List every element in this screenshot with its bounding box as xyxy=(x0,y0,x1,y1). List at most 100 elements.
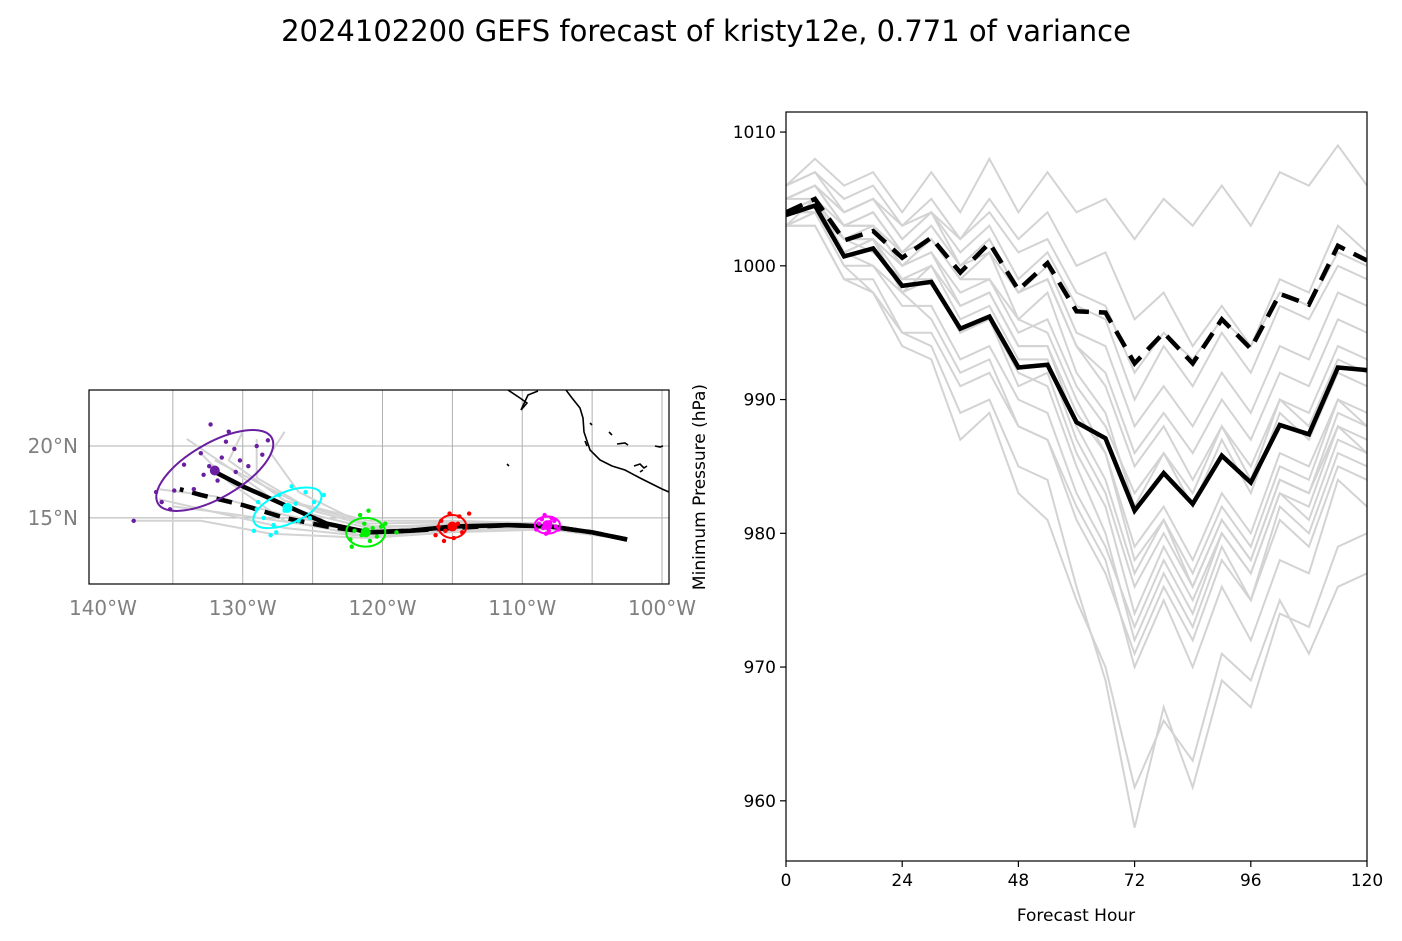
member-position-dot xyxy=(374,534,380,539)
member-position-dot xyxy=(274,530,279,535)
pressure-chart: 0 24 48 72 96 120 960 970 980 990 1000 1010 Forecas… xyxy=(690,111,1383,926)
member-position-dot xyxy=(293,501,299,506)
mean-position-dot xyxy=(447,521,458,532)
member-position-dot xyxy=(254,443,259,449)
x-tick-label: 120 xyxy=(1351,871,1383,891)
member-position-dot xyxy=(436,524,441,529)
member-position-dot xyxy=(321,492,326,498)
member-position-dot xyxy=(246,463,251,469)
member-position-dot xyxy=(268,532,273,538)
x-tick-label: 48 xyxy=(1008,871,1030,891)
member-position-dot xyxy=(261,515,266,521)
mean-pressure-solid xyxy=(786,202,1367,516)
member-position-dot xyxy=(348,537,353,542)
x-tick-label: 0 xyxy=(781,871,792,891)
member-position-dot xyxy=(362,521,367,526)
coastline-baja xyxy=(506,422,664,473)
member-pressure-line xyxy=(786,224,1367,828)
member-position-dot xyxy=(443,528,448,534)
member-position-dot xyxy=(167,507,173,512)
member-position-dot xyxy=(553,524,558,529)
member-pressure-line xyxy=(786,210,1367,791)
member-position-dot xyxy=(254,507,259,512)
member-position-dot xyxy=(534,527,539,532)
member-position-dot xyxy=(276,492,282,498)
member-position-dot xyxy=(466,511,472,516)
member-pressure-line xyxy=(786,197,1367,590)
member-position-dot xyxy=(433,532,438,538)
x-tick-label: 24 xyxy=(891,871,913,891)
member-position-dot xyxy=(556,527,561,532)
member-position-dot xyxy=(366,508,371,513)
x-tick-label: 96 xyxy=(1240,871,1262,891)
y-axis-label: Minimum Pressure (hPa) xyxy=(690,384,710,590)
member-position-dot xyxy=(447,511,452,516)
member-pressure-line xyxy=(786,211,1367,576)
map-grid xyxy=(89,390,669,584)
y-tick-label: 1000 xyxy=(733,257,776,277)
member-pressure-line xyxy=(786,224,1367,657)
y-tick-label: 980 xyxy=(744,524,776,544)
pressure-frame xyxy=(785,111,1368,862)
member-position-dot xyxy=(383,521,388,526)
member-position-dot xyxy=(206,463,212,469)
map-y-tick-label: 15°N xyxy=(28,506,78,530)
member-position-dot xyxy=(191,486,197,492)
mean-position-dot xyxy=(282,502,293,513)
mean-position-dot xyxy=(360,527,371,538)
member-position-dot xyxy=(219,455,224,460)
position-clusters xyxy=(131,422,561,549)
member-position-dot xyxy=(549,515,554,521)
map-frame xyxy=(88,389,670,585)
member-position-dot xyxy=(352,528,357,534)
spread-ellipse xyxy=(252,486,323,530)
member-position-dot xyxy=(543,531,549,536)
member-position-dot xyxy=(459,530,465,535)
member-position-dot xyxy=(201,472,206,477)
member-position-dot xyxy=(215,478,220,483)
figure-title: 2024102200 GEFS forecast of kristy12e, 0… xyxy=(281,14,1131,48)
member-pressure-line xyxy=(786,197,1367,617)
map-tick-labels: 140°W 130°W 120°W 110°W 100°W 15°N 20°N xyxy=(28,434,697,620)
y-tick-label: 990 xyxy=(744,391,776,411)
member-position-dot xyxy=(438,518,444,523)
member-position-dot xyxy=(208,422,213,427)
member-pressure-line xyxy=(786,197,1367,563)
member-position-dot xyxy=(542,512,547,518)
member-position-dot xyxy=(296,518,301,523)
member-position-dot xyxy=(226,429,231,434)
coastline-mexico xyxy=(507,390,669,493)
member-position-dot xyxy=(370,525,375,531)
pressure-ticks: 0 24 48 72 96 120 960 970 980 990 1000 1010 xyxy=(733,123,1383,891)
member-position-dot xyxy=(232,446,237,452)
member-position-dot xyxy=(303,489,308,495)
member-position-dot xyxy=(223,439,229,444)
member-position-dot xyxy=(307,515,313,521)
map-x-tick-label: 110°W xyxy=(488,596,556,620)
member-position-dot xyxy=(153,489,159,495)
member-pressure-line xyxy=(786,171,1367,375)
member-pressure-line xyxy=(786,210,1367,630)
member-position-dot xyxy=(172,488,177,493)
member-position-dot xyxy=(233,469,238,475)
mean-track-solid xyxy=(213,469,628,542)
member-position-dot xyxy=(552,518,557,523)
member-pressure-line xyxy=(786,184,1367,349)
spread-ellipse xyxy=(155,429,275,512)
member-position-dot xyxy=(536,521,542,526)
map-y-tick-label: 20°N xyxy=(28,434,78,458)
member-position-dot xyxy=(378,524,384,529)
track-map: 140°W 130°W 120°W 110°W 100°W 15°N 20°N xyxy=(28,389,697,620)
member-position-dot xyxy=(289,484,294,489)
map-x-tick-label: 140°W xyxy=(69,596,137,620)
member-position-dot xyxy=(159,499,164,505)
member-position-dot xyxy=(441,538,447,544)
member-tracks xyxy=(130,431,628,541)
mean-position-dot xyxy=(542,520,553,531)
spread-ellipse xyxy=(345,516,387,548)
member-position-dot xyxy=(349,544,354,549)
map-x-tick-label: 100°W xyxy=(628,596,696,620)
member-pressure-line xyxy=(786,143,1367,241)
member-position-dot xyxy=(311,499,317,505)
